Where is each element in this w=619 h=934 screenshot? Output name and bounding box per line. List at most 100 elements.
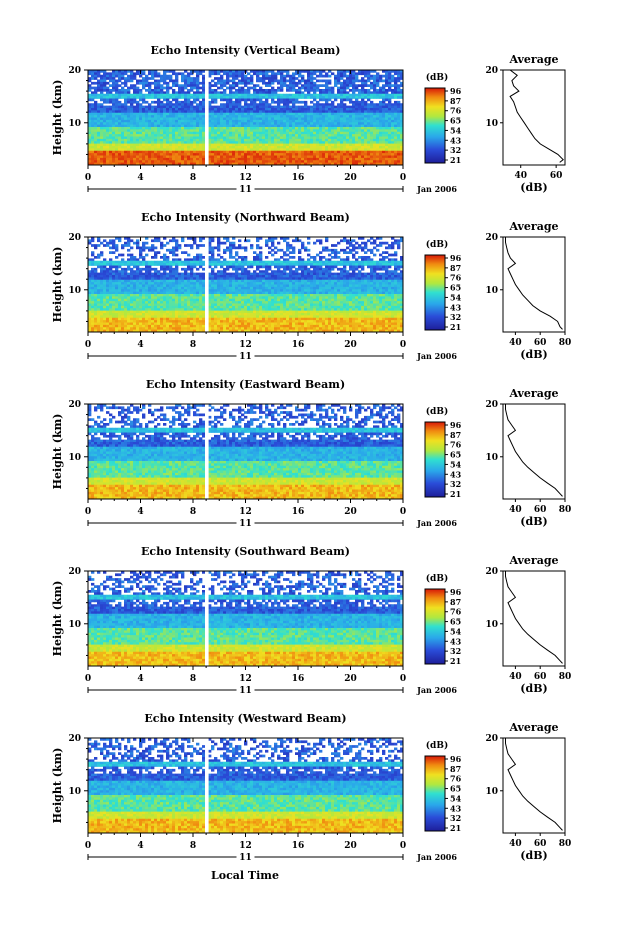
colorbar-tick-label: 96 [450,754,462,764]
avg-x-tick-label: 40 [509,672,522,682]
colorbar-tick-label: 43 [450,469,462,479]
avg-title: Average [508,53,558,66]
date-label: Jan 2006 [416,184,457,194]
colorbar-unit: (dB) [426,239,448,250]
x-tick-label: 8 [190,674,196,684]
x-tick-label: 12 [239,507,252,517]
avg-y-tick-label: 10 [485,119,498,129]
colorbar [425,589,445,664]
y-axis-label: Height (km) [51,414,64,490]
x-tick-label: 8 [190,507,196,517]
colorbar-tick-label: 65 [450,450,461,460]
colorbar-tick-label: 76 [450,440,462,450]
day-label: 11 [239,185,252,195]
colorbar-tick-label: 65 [450,283,461,293]
colorbar-tick-label: 65 [450,784,461,794]
x-tick-label: 4 [137,841,143,851]
data-gap [205,738,209,833]
colorbar-tick-label: 96 [450,253,462,263]
panel-title: Echo Intensity (Eastward Beam) [146,378,345,391]
x-tick-label: 16 [292,173,305,183]
avg-frame [503,738,565,833]
avg-x-tick-label: 60 [534,505,547,515]
x-tick-label: 12 [239,173,252,183]
colorbar-tick-label: 65 [450,116,461,126]
avg-x-tick-label: 80 [559,338,572,348]
x-tick-label: 20 [344,340,357,350]
avg-title: Average [508,387,558,400]
avg-y-tick-label: 10 [485,286,498,296]
x-tick-label: 16 [292,841,305,851]
colorbar-tick-label: 21 [450,656,461,666]
colorbar-unit: (dB) [426,72,448,83]
x-tick-label: 8 [190,841,196,851]
y-tick-label: 20 [68,734,81,744]
x-tick-label: 8 [190,340,196,350]
colorbar-tick-label: 32 [450,479,461,489]
data-gap [205,404,209,499]
x-tick-label: 12 [239,340,252,350]
avg-profile-line [506,571,563,663]
x-tick-label: 4 [137,507,143,517]
avg-profile-line [506,237,563,329]
colorbar-tick-label: 32 [450,312,461,322]
colorbar-unit: (dB) [426,573,448,584]
colorbar-tick-label: 43 [450,302,462,312]
avg-y-tick-label: 20 [485,233,498,243]
y-axis-label: Height (km) [51,581,64,657]
avg-x-tick-label: 80 [559,505,572,515]
avg-x-tick-label: 40 [509,338,522,348]
x-tick-label: 0 [85,173,91,183]
colorbar-tick-label: 96 [450,420,462,430]
avg-x-label: (dB) [520,348,547,361]
avg-y-tick-label: 20 [485,734,498,744]
avg-x-tick-label: 60 [534,839,547,849]
avg-profile-line [506,738,563,830]
avg-y-tick-label: 10 [485,787,498,797]
colorbar [425,88,445,163]
avg-x-tick-label: 60 [534,338,547,348]
avg-x-label: (dB) [520,515,547,528]
bottom-x-label: Local Time [211,869,279,882]
x-tick-label: 20 [344,507,357,517]
colorbar-tick-label: 54 [450,793,462,803]
heatmap-cells [88,70,403,165]
data-gap [205,571,209,666]
avg-y-tick-label: 20 [485,567,498,577]
colorbar-tick-label: 32 [450,813,461,823]
avg-x-tick-label: 60 [550,171,563,181]
colorbar-tick-label: 87 [450,96,461,106]
avg-title: Average [508,220,558,233]
avg-frame [503,70,565,165]
x-tick-label: 0 [400,507,406,517]
day-label: 11 [239,686,252,696]
x-tick-label: 16 [292,674,305,684]
colorbar [425,756,445,831]
avg-profile-line [510,70,563,162]
colorbar-tick-label: 65 [450,617,461,627]
avg-y-tick-label: 20 [485,400,498,410]
x-tick-label: 0 [85,674,91,684]
x-tick-label: 16 [292,507,305,517]
colorbar-tick-label: 43 [450,803,462,813]
colorbar-tick-label: 43 [450,135,462,145]
colorbar-tick-label: 76 [450,106,462,116]
colorbar-tick-label: 32 [450,145,461,155]
colorbar-unit: (dB) [426,406,448,417]
avg-title: Average [508,721,558,734]
panel-title: Echo Intensity (Southward Beam) [141,545,350,558]
y-tick-label: 10 [68,620,81,630]
x-tick-label: 20 [344,841,357,851]
colorbar-tick-label: 32 [450,646,461,656]
avg-y-tick-label: 10 [485,620,498,630]
y-tick-label: 10 [68,787,81,797]
date-label: Jan 2006 [416,351,457,361]
x-tick-label: 4 [137,340,143,350]
day-label: 11 [239,519,252,529]
x-tick-label: 12 [239,674,252,684]
